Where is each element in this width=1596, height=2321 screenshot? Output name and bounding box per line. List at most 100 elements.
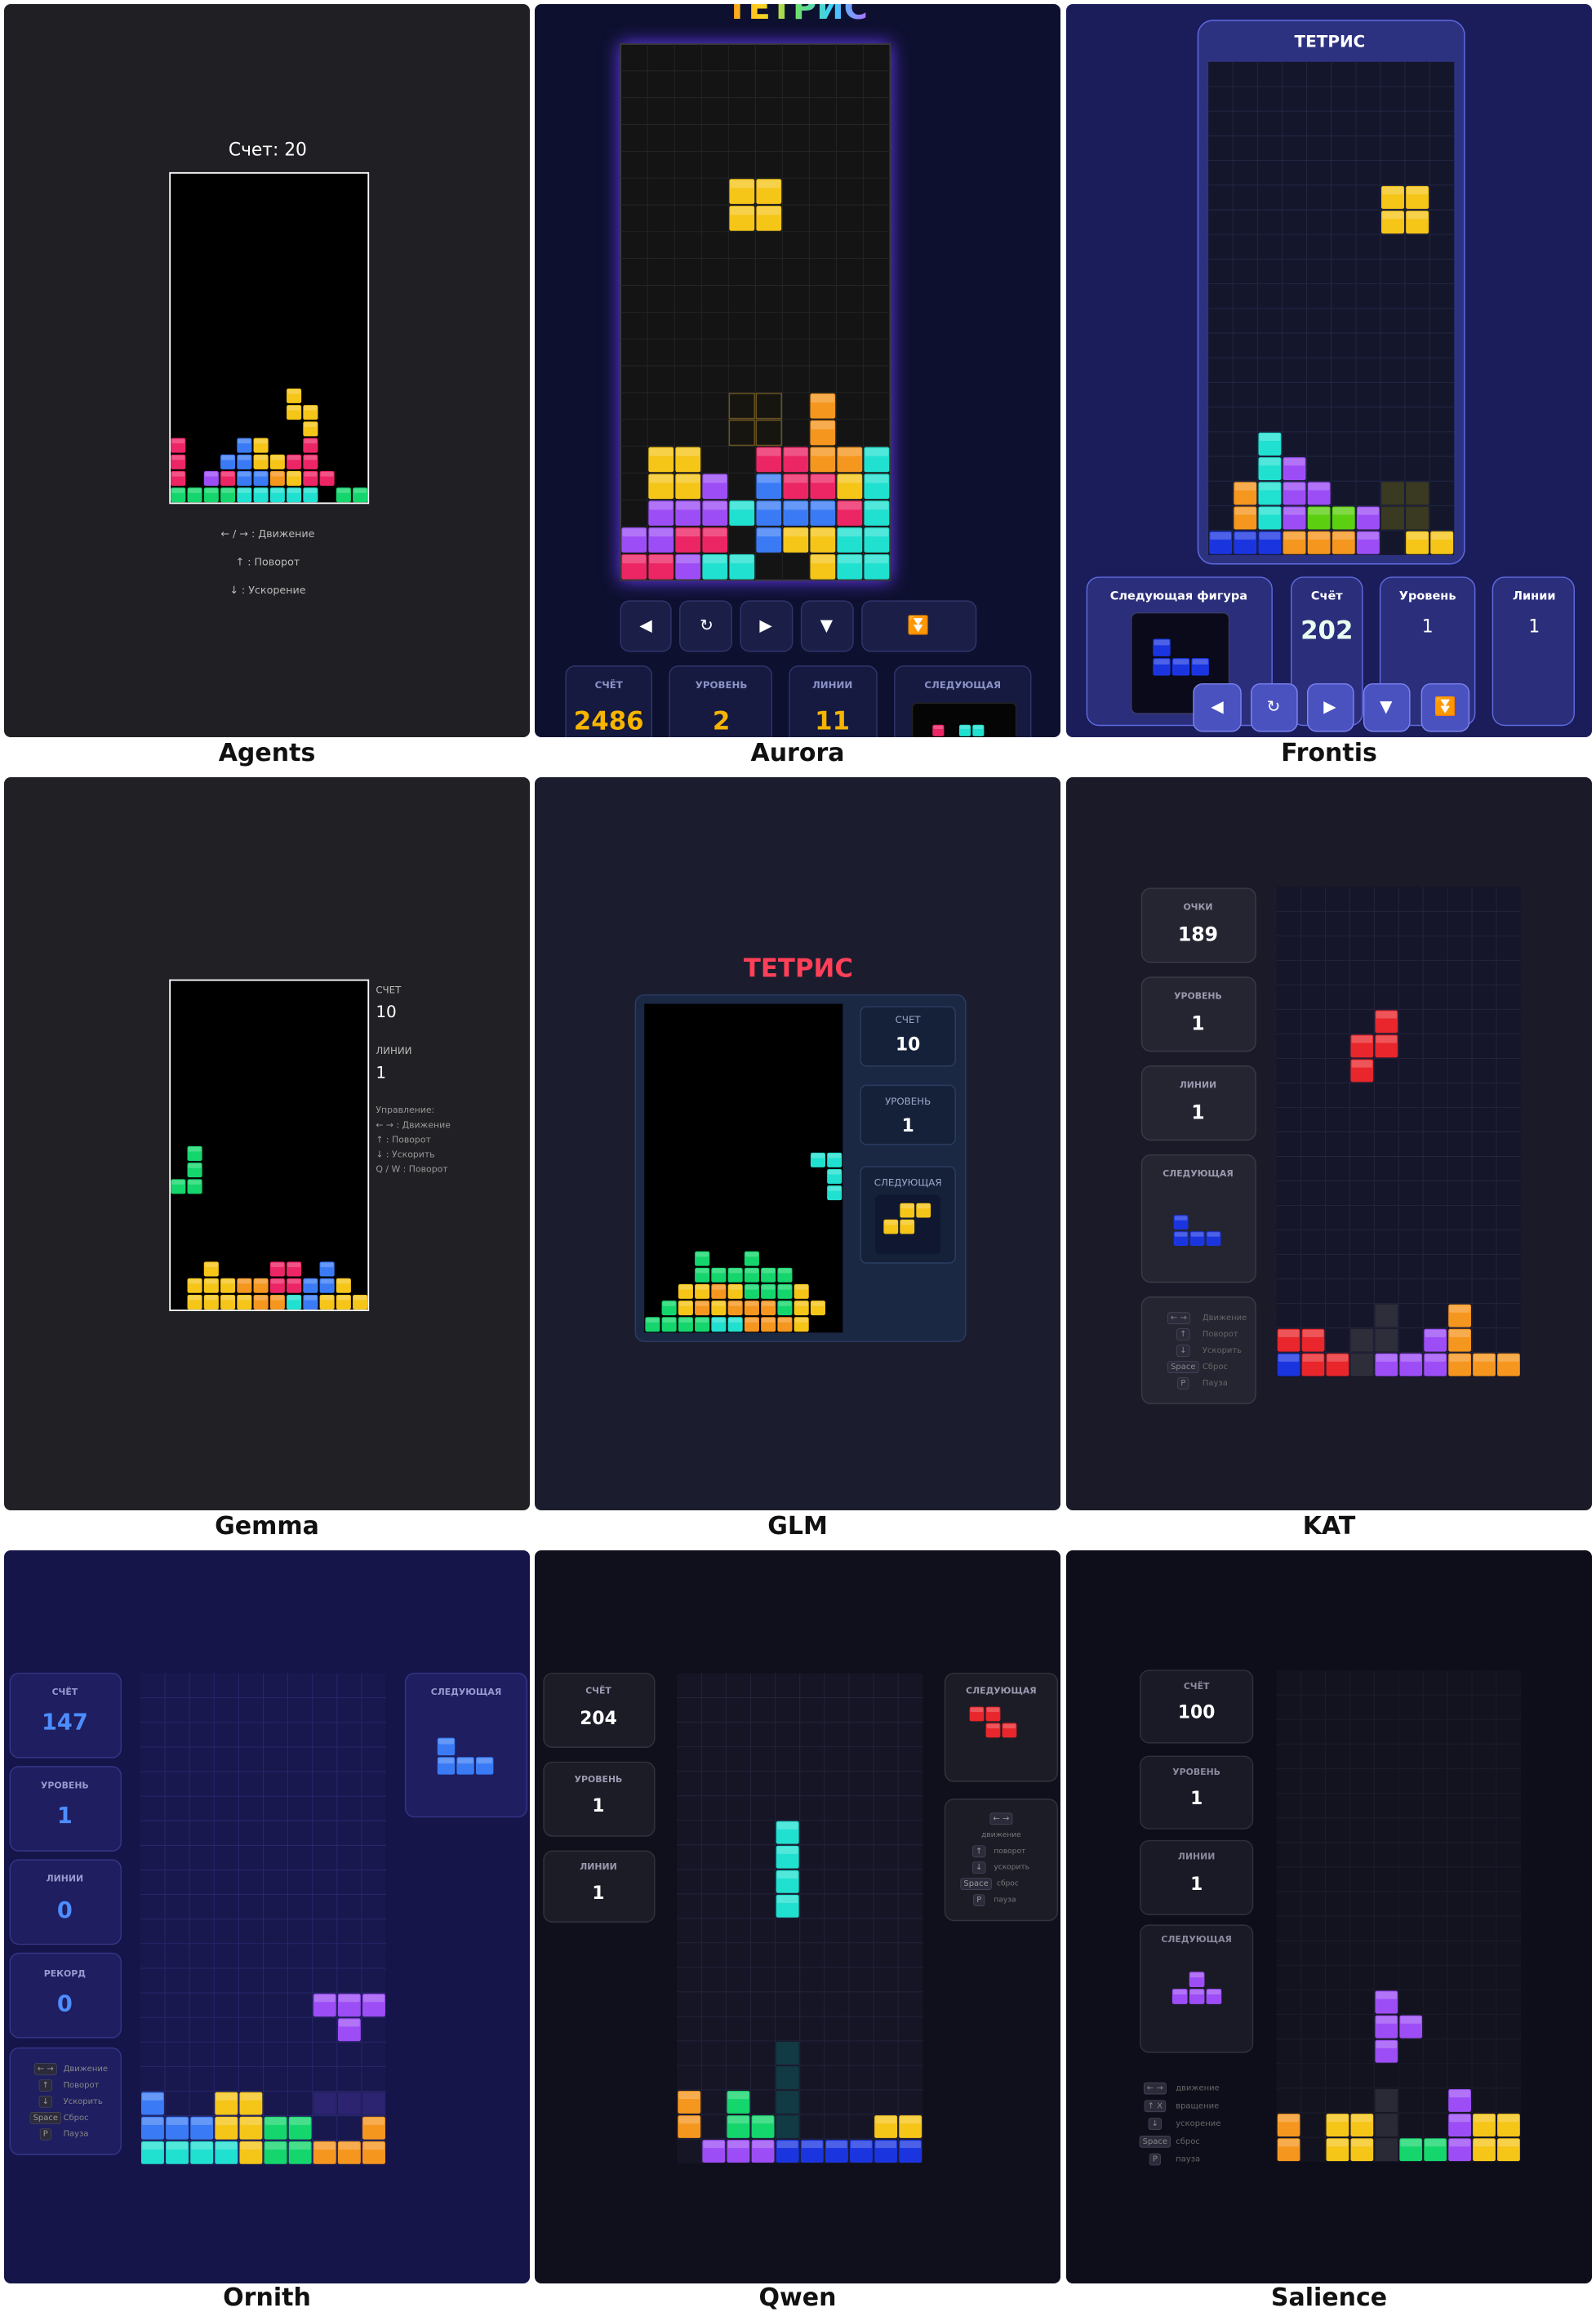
block (1258, 457, 1282, 481)
block-shine (712, 1318, 726, 1323)
block-shine (778, 1285, 792, 1290)
block-shine (353, 488, 367, 493)
block (1356, 506, 1380, 530)
control-button[interactable] (1251, 683, 1298, 732)
block-shine (142, 2141, 163, 2150)
block-shine (712, 1268, 726, 1274)
block-shine (1425, 1354, 1446, 1362)
block (1448, 1304, 1471, 1327)
panel-box (543, 1850, 656, 1923)
text-label: сброс (997, 1880, 1019, 1888)
block-shine (828, 1186, 842, 1191)
block-shine (1327, 2114, 1349, 2123)
block (264, 2141, 287, 2164)
block-shine (1308, 507, 1330, 515)
control-button[interactable] (1420, 683, 1470, 732)
block-shine (649, 501, 674, 510)
block-shine (838, 555, 862, 564)
block (695, 1267, 710, 1283)
block-shine (865, 501, 889, 510)
block-shine (1400, 2016, 1422, 2024)
block-shine (1189, 1972, 1204, 1978)
block (303, 1278, 318, 1293)
block-shine (1190, 1232, 1204, 1237)
block (1277, 2138, 1300, 2162)
panel-label: Salience (1270, 2283, 1388, 2312)
ghost-cell (755, 393, 782, 420)
block (140, 2092, 164, 2115)
control-button[interactable] (1363, 683, 1411, 732)
key-hint: ← → (1171, 1314, 1187, 1323)
block (744, 1283, 759, 1299)
game-board (644, 1003, 843, 1333)
key-cap (972, 1845, 986, 1858)
block (810, 500, 836, 526)
text-label: УРОВЕНЬ (41, 1780, 89, 1790)
text-label: 1 (57, 1803, 73, 1829)
block (287, 1278, 302, 1293)
block-shine (353, 1296, 367, 1301)
text-label: Q / W : Поворот (376, 1164, 448, 1175)
block-shine (188, 1163, 202, 1168)
control-button[interactable] (1193, 683, 1242, 732)
block-shine (1207, 1990, 1221, 1995)
block (203, 487, 219, 503)
block (1406, 185, 1429, 209)
block (932, 724, 945, 736)
control-button[interactable] (1306, 683, 1354, 732)
block (239, 2116, 263, 2140)
text-label: 1 (1190, 1874, 1203, 1895)
control-button[interactable] (800, 600, 854, 652)
block-shine (917, 1203, 930, 1209)
block-shine (778, 1301, 792, 1306)
block-shine (801, 2141, 823, 2149)
text-label: Счет: 20 (229, 140, 307, 161)
block (1375, 1990, 1398, 2014)
block-shine (757, 528, 781, 537)
key-hint: Space (1171, 1363, 1195, 1372)
panel-box (543, 1761, 656, 1837)
panel-label: Frontis (1281, 739, 1377, 767)
control-button[interactable] (740, 600, 794, 652)
block-shine (1259, 507, 1281, 515)
block (215, 2141, 238, 2164)
block (1381, 185, 1404, 209)
block (702, 2140, 726, 2163)
control-button[interactable] (620, 600, 672, 652)
text-label: движение (981, 1831, 1021, 1839)
panel-box (9, 1672, 122, 1759)
text-label: вращение (1176, 2101, 1219, 2110)
ghost-cell (1350, 1353, 1374, 1376)
block (187, 1145, 202, 1161)
panel-box (789, 665, 878, 737)
block-shine (1407, 186, 1428, 195)
block-shine (676, 528, 700, 537)
panel-label: Aurora (750, 739, 845, 767)
block-shine (1332, 531, 1354, 540)
text-label: ЛИНИИ (580, 1861, 616, 1872)
block-shine (204, 1278, 218, 1284)
block (761, 1267, 776, 1283)
block-shine (703, 474, 727, 483)
block (874, 2140, 898, 2163)
block-shine (933, 725, 944, 730)
block-shine (1376, 1011, 1398, 1019)
block (287, 405, 302, 420)
text-label: 1 (1191, 1100, 1204, 1123)
block (1473, 2114, 1496, 2137)
text-label: СЛЕДУЮЩАЯ (924, 679, 1001, 691)
block (1189, 1989, 1205, 2004)
text-label: УРОВЕНЬ (1174, 990, 1222, 1001)
block (269, 1261, 285, 1277)
control-button[interactable] (861, 600, 977, 652)
board-field (644, 1003, 843, 1333)
block-shine (438, 1738, 455, 1745)
panel-box (9, 1859, 122, 1945)
text-label: 1 (592, 1796, 604, 1816)
block-shine (1259, 482, 1281, 491)
control-button[interactable] (679, 600, 732, 652)
block-shine (1498, 2139, 1519, 2147)
text-label: Поворот (1203, 1330, 1238, 1339)
block (187, 1294, 202, 1309)
block (702, 527, 728, 553)
